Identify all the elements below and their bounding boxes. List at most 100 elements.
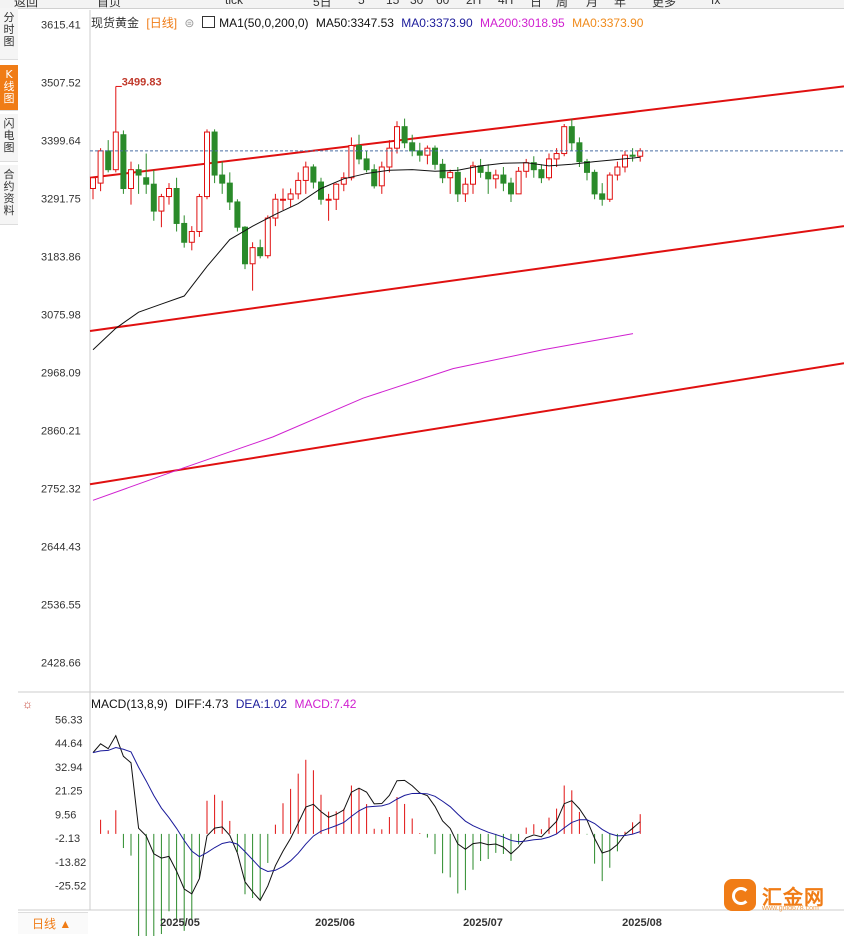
candle-body bbox=[371, 169, 378, 187]
nav-tab-2[interactable]: 闪电图 bbox=[0, 114, 18, 162]
price-tick-label: 2644.43 bbox=[41, 541, 81, 553]
candle-body bbox=[394, 126, 400, 149]
candle-body bbox=[257, 247, 264, 257]
toolbar-week[interactable]: 周 bbox=[556, 0, 569, 9]
toolbar-15min[interactable]: 15 bbox=[386, 0, 400, 7]
candle-body bbox=[173, 187, 180, 224]
date-label: 2025/06 bbox=[315, 917, 355, 929]
toolbar-formula[interactable]: fx bbox=[711, 0, 721, 7]
ma-indicator-icon[interactable] bbox=[201, 16, 215, 28]
candle-body bbox=[264, 217, 271, 257]
macd-tick-label: -13.82 bbox=[55, 857, 86, 869]
macd-diff: DIFF:4.73 bbox=[175, 697, 229, 711]
price-tick-label: 2752.32 bbox=[41, 483, 81, 495]
candle-body bbox=[196, 196, 203, 233]
candle-body bbox=[614, 166, 621, 176]
peak-label: 3499.83 bbox=[122, 76, 162, 88]
candle-body bbox=[622, 154, 628, 168]
toolbar-2h[interactable]: 2H bbox=[466, 0, 482, 7]
candle-body bbox=[378, 166, 385, 187]
ma200-line bbox=[92, 333, 634, 501]
candle-body bbox=[249, 247, 256, 265]
candle-body bbox=[447, 171, 454, 179]
candle-body bbox=[409, 142, 416, 152]
macd-tick-label: -25.52 bbox=[55, 881, 86, 893]
candle-body bbox=[386, 147, 393, 168]
ma200-value: MA200:3018.95 bbox=[480, 16, 565, 30]
toolbar-year[interactable]: 年 bbox=[614, 0, 627, 9]
settings-icon[interactable]: ⊜ bbox=[184, 16, 195, 30]
candle-body bbox=[432, 147, 438, 165]
candle-body bbox=[158, 196, 165, 212]
candle-body bbox=[188, 231, 195, 243]
price-tick-label: 2536.55 bbox=[41, 599, 81, 611]
price-tick-label: 3615.41 bbox=[41, 19, 81, 31]
candle-body bbox=[348, 144, 355, 179]
macd-tick-label: 56.33 bbox=[55, 714, 83, 726]
period-button[interactable]: 日线 ▲ bbox=[18, 912, 88, 934]
ma50-line bbox=[92, 156, 641, 351]
candle-body bbox=[135, 169, 142, 176]
price-tick-label: 2860.21 bbox=[41, 425, 81, 437]
candle-body bbox=[340, 177, 347, 185]
toolbar-5day[interactable]: 5日 bbox=[313, 0, 332, 9]
ma0-value: MA0:3373.90 bbox=[401, 16, 473, 30]
candle-body bbox=[105, 150, 112, 171]
toolbar-5min[interactable]: 5 bbox=[358, 0, 365, 7]
toolbar-month[interactable]: 月 bbox=[586, 0, 599, 9]
channel-line bbox=[89, 85, 844, 179]
macd-params: MACD(13,8,9) bbox=[91, 697, 168, 711]
instrument-name: 现货黄金 bbox=[91, 16, 140, 30]
toolbar-home[interactable]: 首页 bbox=[97, 0, 122, 9]
ma0b-value: MA0:3373.90 bbox=[572, 16, 644, 30]
candle-body bbox=[318, 181, 324, 200]
candle-body bbox=[591, 171, 598, 195]
price-tick-label: 3183.86 bbox=[41, 251, 81, 263]
candle-body bbox=[302, 166, 309, 181]
toolbar: 返回 首页 tick 5日 5 15 30 60 2H 4H 日 周 月 年 更多 fx bbox=[0, 0, 844, 9]
toolbar-tick[interactable]: tick bbox=[225, 0, 243, 7]
nav-tab-0[interactable]: 分时图 bbox=[0, 8, 18, 60]
price-tick-label: 2968.09 bbox=[41, 367, 81, 379]
candle-body bbox=[477, 165, 484, 173]
indicator-settings-icon[interactable]: ☼ bbox=[22, 697, 33, 711]
nav-tab-3[interactable]: 合约资料 bbox=[0, 165, 18, 225]
macd-tick-label: 32.94 bbox=[55, 762, 83, 774]
toolbar-4h[interactable]: 4H bbox=[498, 0, 514, 7]
candle-body bbox=[181, 222, 188, 243]
candle-body bbox=[310, 166, 317, 183]
candle-body bbox=[500, 174, 507, 184]
candle-body bbox=[401, 126, 408, 144]
toolbar-back[interactable]: 返回 bbox=[14, 0, 39, 9]
candle-body bbox=[120, 134, 127, 189]
main-legend: 现货黄金 [日线] ⊜ MA1(50,0,200,0) MA50:3347.53… bbox=[91, 14, 647, 31]
channel-line bbox=[89, 362, 844, 486]
candle-body bbox=[325, 198, 332, 201]
candle-body bbox=[568, 126, 575, 144]
candle-body bbox=[219, 174, 226, 184]
macd-tick-label: 44.64 bbox=[55, 738, 83, 750]
candle-body bbox=[599, 193, 606, 200]
macd-tick-label: 9.56 bbox=[55, 809, 76, 821]
toolbar-60min[interactable]: 60 bbox=[436, 0, 450, 7]
period-label[interactable]: [日线] bbox=[146, 16, 178, 30]
macd-legend: MACD(13,8,9) DIFF:4.73 DEA:1.02 MACD:7.4… bbox=[91, 697, 360, 711]
macd-tick-label: -2.13 bbox=[55, 833, 80, 845]
toolbar-30min[interactable]: 30 bbox=[410, 0, 424, 7]
candle-body bbox=[226, 182, 233, 203]
candle-body bbox=[485, 171, 492, 180]
toolbar-day[interactable]: 日 bbox=[530, 0, 543, 9]
candle-body bbox=[538, 169, 545, 179]
candle-body bbox=[90, 177, 96, 189]
macd-dea-line bbox=[92, 746, 641, 872]
candle-body bbox=[333, 183, 340, 200]
toolbar-more[interactable]: 更多 bbox=[652, 0, 677, 9]
price-tick-label: 3075.98 bbox=[41, 309, 81, 321]
date-label: 2025/07 bbox=[463, 917, 503, 929]
candle-body bbox=[492, 174, 499, 180]
gold678-logo-icon bbox=[724, 879, 756, 911]
candle-body bbox=[356, 144, 362, 160]
